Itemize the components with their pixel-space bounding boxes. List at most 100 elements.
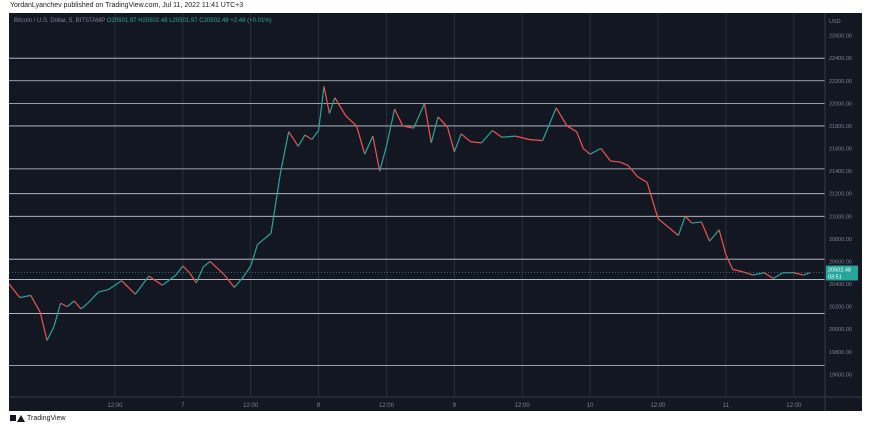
price-segment <box>134 275 150 295</box>
y-tick-label: 22000.00 <box>829 101 852 107</box>
price-segment <box>19 294 31 299</box>
price-segment <box>107 280 123 291</box>
x-tick-label: 12:00 <box>515 403 531 409</box>
x-tick-label: 12:00 <box>786 403 802 409</box>
price-segment <box>53 303 62 328</box>
price-segment <box>460 133 472 143</box>
price-segment <box>515 135 530 141</box>
price-segment <box>413 103 426 129</box>
price-segment <box>718 229 727 255</box>
close-value: C20502.48 <box>199 18 229 24</box>
price-segment <box>627 165 639 178</box>
last-price-label: 20502.48 <box>828 267 851 273</box>
price-segment <box>9 283 21 298</box>
price-segment <box>741 271 754 276</box>
y-tick-label: 21600.00 <box>829 147 852 153</box>
price-segment <box>250 244 259 267</box>
y-tick-label: 22400.00 <box>829 56 852 62</box>
price-segment <box>372 135 381 172</box>
price-segment <box>725 254 734 270</box>
y-tick-label: 21800.00 <box>829 124 852 130</box>
change-value: +2.48 (+0.01%) <box>230 18 272 24</box>
price-segment <box>637 176 648 183</box>
price-segment <box>39 312 48 341</box>
y-tick-label: 19800.00 <box>829 350 852 356</box>
price-segment <box>328 97 336 114</box>
price-segment <box>394 108 404 127</box>
y-tick-label: 20800.00 <box>829 237 852 243</box>
price-segment <box>575 131 584 149</box>
price-segment <box>684 215 693 224</box>
price-segment <box>223 273 235 288</box>
price-segment <box>600 148 611 162</box>
price-segment <box>528 138 543 142</box>
price-segment <box>46 326 55 341</box>
price-segment <box>542 107 557 141</box>
price-segment <box>700 221 711 242</box>
price-segment <box>304 134 313 140</box>
price-segment <box>66 300 75 308</box>
countdown-label: 03:51 <box>828 274 842 280</box>
price-segment <box>270 172 282 234</box>
price-segment <box>732 268 743 273</box>
price-segment <box>423 103 432 143</box>
price-segment <box>195 266 204 284</box>
chart-area[interactable] <box>9 13 862 411</box>
price-segment <box>470 141 482 144</box>
x-tick-label: 7 <box>181 403 185 409</box>
price-segment <box>379 146 388 172</box>
publish-info: YordanLyanchev published on TradingView.… <box>10 2 244 9</box>
price-segment <box>98 289 109 293</box>
price-segment <box>385 108 396 147</box>
price-segment <box>257 232 272 245</box>
price-segment <box>279 131 290 173</box>
price-segment <box>311 130 320 140</box>
price-segment <box>60 302 68 308</box>
price-segment <box>175 265 184 276</box>
y-tick-label: 21000.00 <box>829 214 852 220</box>
price-segment <box>773 272 784 279</box>
price-segment <box>501 135 516 138</box>
x-tick-label: 8 <box>317 403 321 409</box>
price-segment <box>709 229 720 242</box>
price-segment <box>657 218 670 229</box>
price-segment <box>202 261 211 268</box>
price-segment <box>243 265 252 277</box>
footer: TradingView <box>10 414 66 422</box>
price-segment <box>182 265 191 274</box>
price-segment <box>430 116 439 144</box>
price-chart[interactable]: 12:00 7 12:00 8 12:00 9 12:00 10 12:00 11 12:00 196… <box>9 13 862 411</box>
last-price-badge <box>826 265 858 281</box>
currency-label: USD <box>829 19 841 25</box>
price-segment <box>80 302 89 310</box>
low-value: L20501.97 <box>169 18 198 24</box>
price-segment <box>437 116 448 128</box>
price-segment <box>73 300 82 310</box>
y-tick-label: 22600.00 <box>829 34 852 40</box>
price-segment <box>668 227 679 236</box>
price-segment <box>646 182 659 219</box>
x-tick-label: 9 <box>453 403 457 409</box>
high-value: H20502.48 <box>138 18 168 24</box>
y-tick-label: 21200.00 <box>829 192 852 198</box>
price-segment <box>610 160 621 163</box>
footer-brand: TradingView <box>27 414 66 422</box>
tradingview-logo-icon <box>10 414 25 422</box>
x-tick-label: 10 <box>587 403 594 409</box>
open-value: O20501.97 <box>106 18 137 24</box>
price-segment <box>356 125 366 155</box>
y-tick-label: 21400.00 <box>829 169 852 175</box>
price-segment <box>453 133 462 153</box>
price-segment <box>30 295 41 313</box>
symbol-title: Bitcoin / U.S. Dollar, 5, BITSTAMP <box>14 18 106 24</box>
y-tick-label: 20600.00 <box>829 259 852 265</box>
price-segment <box>582 148 591 155</box>
price-segment <box>481 130 493 144</box>
price-segment <box>334 97 347 117</box>
price-segment <box>589 147 602 155</box>
x-tick-label: 11 <box>723 403 730 409</box>
y-tick-label: 20000.00 <box>829 327 852 333</box>
price-segment <box>297 134 306 147</box>
x-tick-label: 12:00 <box>107 403 123 409</box>
price-segment <box>752 272 765 276</box>
